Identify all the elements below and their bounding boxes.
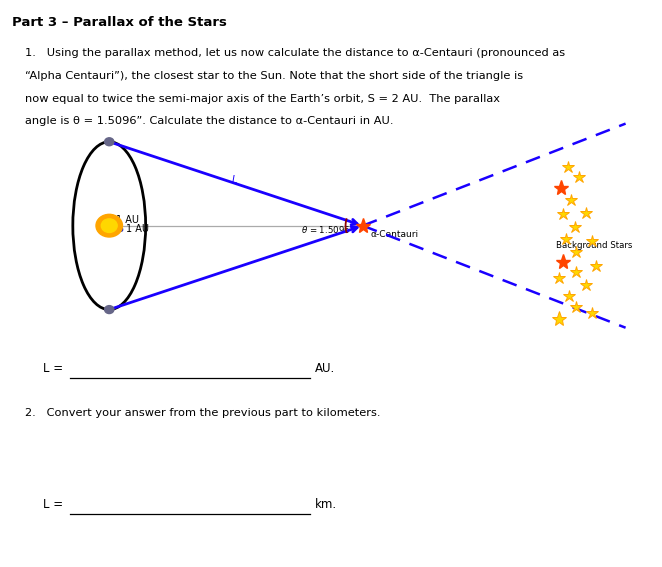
Text: 1 AU: 1 AU <box>116 215 139 226</box>
Text: Background Stars: Background Stars <box>556 241 632 250</box>
Text: now equal to twice the semi-major axis of the Earth’s orbit, S = 2 AU.  The para: now equal to twice the semi-major axis o… <box>25 94 500 104</box>
Text: L: L <box>232 175 237 185</box>
Text: km.: km. <box>314 498 336 511</box>
Circle shape <box>101 219 117 232</box>
Text: L =: L = <box>43 362 63 375</box>
Text: Part 3 – Parallax of the Stars: Part 3 – Parallax of the Stars <box>12 16 227 29</box>
Text: $\theta$ = 1.5096": $\theta$ = 1.5096" <box>301 223 355 235</box>
Text: S: S <box>116 223 123 234</box>
Circle shape <box>96 214 122 237</box>
Text: angle is θ = 1.5096”. Calculate the distance to α-Centauri in AU.: angle is θ = 1.5096”. Calculate the dist… <box>25 116 394 126</box>
Text: L =: L = <box>43 498 63 511</box>
Text: 1.   Using the parallax method, let us now calculate the distance to α-Centauri : 1. Using the parallax method, let us now… <box>25 48 565 58</box>
Text: 1 AU: 1 AU <box>126 223 149 234</box>
Circle shape <box>105 306 114 314</box>
Text: “Alpha Centauri”), the closest star to the Sun. Note that the short side of the : “Alpha Centauri”), the closest star to t… <box>25 71 523 81</box>
Text: AU.: AU. <box>314 362 335 375</box>
Text: 2.   Convert your answer from the previous part to kilometers.: 2. Convert your answer from the previous… <box>25 408 381 418</box>
Text: α-Centauri: α-Centauri <box>371 230 419 239</box>
Circle shape <box>105 138 114 146</box>
